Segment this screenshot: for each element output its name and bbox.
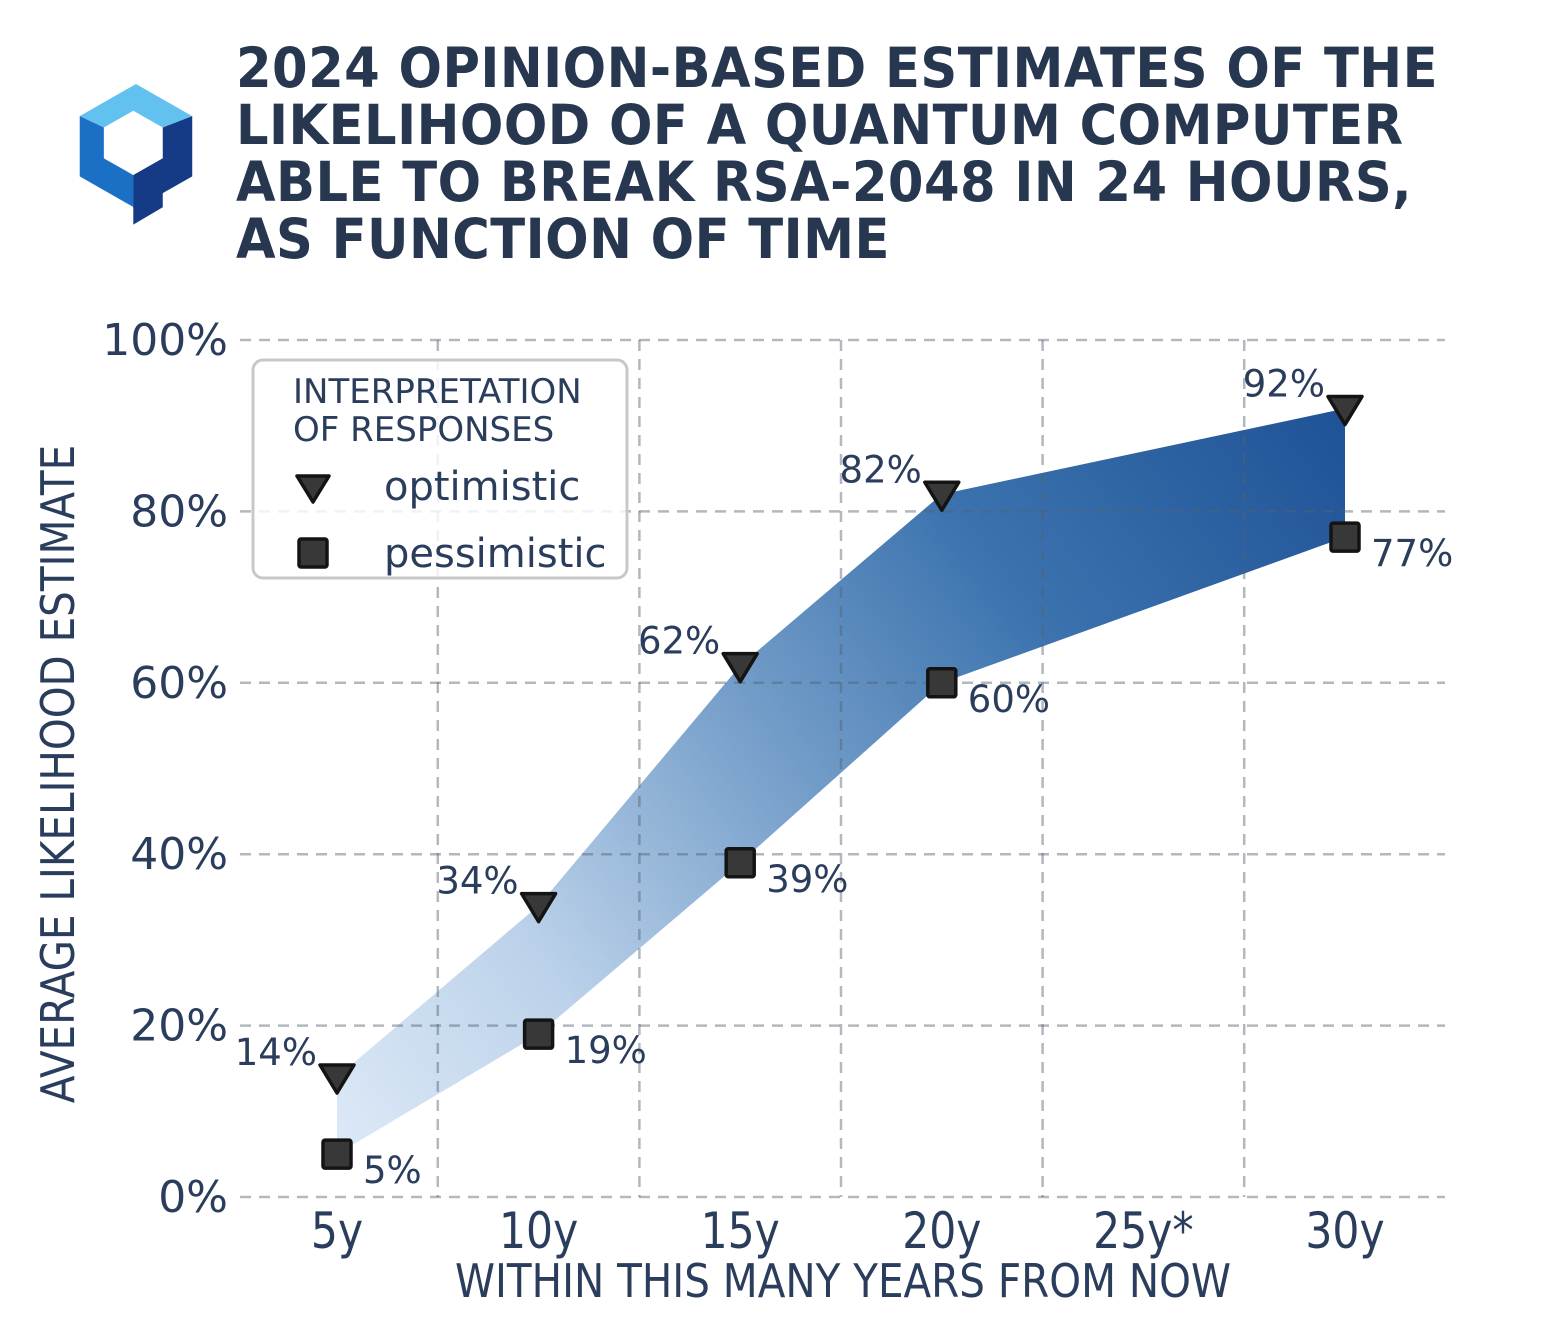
pessimistic-square-icon	[321, 1138, 353, 1170]
optimistic-data-label: 62%	[638, 620, 720, 663]
legend-square-icon	[297, 537, 329, 569]
pessimistic-data-label: 19%	[565, 1029, 647, 1072]
legend-pessimistic-label: pessimistic	[384, 531, 607, 577]
pessimistic-data-label: 39%	[766, 858, 848, 901]
y-tick-label: 100%	[102, 315, 228, 366]
logo-top-face-icon	[79, 84, 193, 128]
y-tick-label: 60%	[130, 658, 228, 709]
legend: INTERPRETATION OF RESPONSES optimistic p…	[251, 358, 629, 580]
x-tick-label: 30y	[1305, 1202, 1384, 1260]
y-axis-title: AVERAGE LIKELIHOOD ESTIMATE	[33, 445, 86, 1103]
optimistic-triangle-down-icon	[519, 891, 558, 924]
y-tick-label: 0%	[158, 1172, 228, 1223]
legend-optimistic-label: optimistic	[384, 464, 580, 510]
optimistic-data-label: 82%	[840, 448, 922, 491]
legend-triangle-down-icon	[295, 474, 331, 504]
data-labels-layer: 14% 5% 34% 19% 62% 39% 82% 60% 92% 77%	[235, 363, 1454, 1193]
legend-title-line1: INTERPRETATION	[293, 372, 582, 412]
optimistic-pessimistic-band	[337, 408, 1345, 1155]
x-axis-ticks: 5y 10y 15y 20y 25y* 30y	[311, 1202, 1385, 1260]
title-line-3: ABLE TO BREAK RSA-2048 IN 24 HOURS,	[236, 150, 1413, 214]
title-line-2: LIKELIHOOD OF A QUANTUM COMPUTER	[236, 93, 1404, 157]
x-tick-label: 15y	[701, 1202, 780, 1260]
pessimistic-data-label: 60%	[968, 678, 1050, 721]
data-markers-layer	[318, 394, 1364, 1170]
x-tick-label: 25y*	[1093, 1202, 1193, 1260]
optimistic-triangle-down-icon	[1326, 394, 1364, 427]
pessimistic-square-icon	[926, 667, 958, 699]
legend-title-line2: OF RESPONSES	[293, 410, 554, 450]
page-title: 2024 OPINION-BASED ESTIMATES OF THE LIKE…	[236, 40, 1438, 268]
title-line-4: AS FUNCTION OF TIME	[236, 207, 890, 271]
optimistic-data-label: 34%	[436, 860, 518, 903]
x-axis-title: WITHIN THIS MANY YEARS FROM NOW	[455, 1256, 1231, 1309]
y-tick-label: 80%	[130, 486, 228, 537]
x-tick-label: 5y	[311, 1202, 363, 1260]
y-tick-label: 40%	[130, 829, 228, 880]
pessimistic-data-label: 77%	[1371, 532, 1453, 575]
logo-left-face-icon	[79, 116, 136, 209]
optimistic-triangle-down-icon	[318, 1063, 356, 1095]
pessimistic-square-icon	[522, 1018, 555, 1050]
pessimistic-data-label: 5%	[363, 1149, 422, 1192]
x-tick-label: 20y	[902, 1202, 981, 1260]
pessimistic-square-icon	[1329, 521, 1361, 553]
legend-box	[251, 358, 629, 580]
y-tick-label: 20%	[130, 1001, 228, 1052]
y-axis-ticks: 0% 20% 40% 60% 80% 100%	[102, 315, 228, 1223]
title-line-1: 2024 OPINION-BASED ESTIMATES OF THE	[236, 36, 1438, 100]
optimistic-data-label: 14%	[235, 1031, 317, 1074]
estimate-band-layer	[337, 408, 1345, 1155]
pessimistic-square-icon	[724, 847, 756, 879]
optimistic-triangle-down-icon	[923, 480, 961, 513]
optimistic-data-label: 92%	[1243, 363, 1325, 406]
x-tick-label: 10y	[499, 1202, 578, 1260]
quantum-cube-logo	[79, 84, 193, 225]
optimistic-triangle-down-icon	[721, 651, 759, 684]
